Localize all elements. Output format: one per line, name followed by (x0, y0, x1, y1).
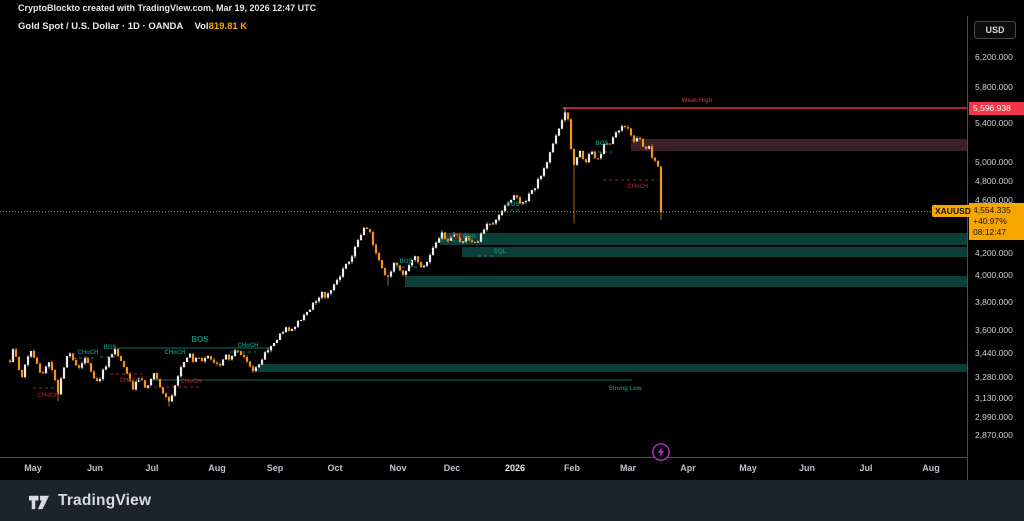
current-price-value: 4,554.335 (973, 205, 1011, 215)
weak-high-price-text: 5,596.938 (973, 103, 1011, 113)
lightning-button[interactable] (651, 442, 671, 462)
annotation-label: CHoCH (181, 379, 202, 385)
price-tick: 2,990.000 (975, 412, 1013, 422)
time-tick: Sep (266, 463, 284, 473)
price-tick: 3,130.000 (975, 393, 1013, 403)
time-tick: May (739, 463, 757, 473)
volume-value: 819.81 K (208, 21, 248, 32)
annotation-label: Strong Low (609, 386, 642, 392)
price-tick: 3,440.000 (975, 348, 1013, 358)
attribution-bar: CryptoBlockto created with TradingView.c… (0, 0, 1024, 16)
time-tick: Feb (563, 463, 581, 473)
annotation-label: CHoCH (120, 378, 141, 384)
annotation-labels-layer: CHoCHCHoCHBOSCHoCHCHoCHCHoCHBOSCHoCHBOSE… (38, 98, 713, 399)
time-tick: Apr (680, 463, 696, 473)
current-price-badge: 4,554.335 +40.97% 08:12:47 (969, 203, 1024, 240)
volume-label: Vol (194, 21, 209, 32)
weak-high-price-badge: 5,596.938 (969, 102, 1024, 115)
time-tick: Nov (389, 463, 407, 473)
currency-button[interactable]: USD (974, 21, 1016, 39)
price-tick: 5,400.000 (975, 118, 1013, 128)
price-tick: 4,200.000 (975, 248, 1013, 258)
price-tick: 2,870.000 (975, 430, 1013, 440)
price-tick: 4,600.000 (975, 195, 1013, 205)
structure-lines-layer (118, 107, 967, 381)
zones-layer (258, 139, 967, 372)
tradingview-logo-text[interactable]: TradingView (58, 491, 152, 509)
annotation-label: Weak High (682, 98, 713, 104)
time-tick: Aug (208, 463, 226, 473)
time-tick: Dec (443, 463, 461, 473)
time-axis[interactable]: May Jun Jul Aug Sep Oct Nov Dec 2026 Feb Mar Apr May… (0, 457, 1024, 481)
annotation-label: EQH (448, 234, 461, 240)
price-tick: 6,200.000 (975, 52, 1013, 62)
price-tick: 4,000.000 (975, 270, 1013, 280)
price-tick: 3,800.000 (975, 297, 1013, 307)
candles-layer (8, 108, 663, 407)
lightning-icon (652, 443, 670, 461)
demand-zone-1 (440, 233, 967, 245)
time-tick: Jun (798, 463, 816, 473)
annotation-label: CHoCH (628, 184, 649, 190)
supply-zone (631, 139, 967, 151)
demand-zone-2 (462, 247, 967, 257)
footer-bar: TradingView (0, 480, 1024, 521)
annotation-label: EQL (494, 249, 507, 255)
time-tick: Jul (145, 463, 159, 473)
symbol-price-flag: XAUUSD (932, 205, 974, 217)
symbol-header: Gold Spot / U.S. Dollar · 1D · OANDA Vol… (18, 21, 247, 32)
annotation-label: BOS (103, 345, 116, 351)
price-tick: 5,000.000 (975, 157, 1013, 167)
time-tick: Jul (859, 463, 873, 473)
current-price-countdown: 08:12:47 (973, 227, 1007, 237)
price-axis[interactable]: USD 6,200.000 5,800.000 5,400.000 5,000.000… (967, 16, 1024, 480)
annotation-label: BOS (462, 234, 475, 240)
price-tick: 4,800.000 (975, 176, 1013, 186)
demand-zone-4 (258, 364, 967, 372)
annotation-label: CHoCH (165, 350, 186, 356)
tradingview-logo-icon[interactable] (28, 492, 50, 510)
symbol-title: Gold Spot / U.S. Dollar · 1D · OANDA (18, 21, 183, 32)
current-price-change: +40.97% (973, 216, 1007, 226)
annotation-label: BOS (399, 259, 412, 265)
chart-canvas[interactable]: CHoCHCHoCHBOSCHoCHCHoCHCHoCHBOSCHoCHBOSE… (0, 16, 967, 457)
annotation-label: BOS (506, 202, 519, 208)
time-tick: Oct (327, 463, 343, 473)
annotation-label: CHoCH (78, 350, 99, 356)
time-tick: Jun (86, 463, 104, 473)
annotation-label: CHoCH (38, 393, 59, 399)
time-tick: 2026 (504, 463, 526, 473)
annotation-label: CHoCH (238, 343, 259, 349)
price-tick: 3,600.000 (975, 325, 1013, 335)
time-tick: Aug (922, 463, 940, 473)
demand-zone-3 (405, 276, 967, 287)
annotation-label: BOS (595, 141, 608, 147)
annotation-label: BOS (191, 335, 209, 344)
time-tick: Mar (619, 463, 637, 473)
time-tick: May (24, 463, 42, 473)
attribution-text: CryptoBlockto created with TradingView.c… (18, 3, 317, 13)
price-tick: 3,280.000 (975, 372, 1013, 382)
price-tick: 5,800.000 (975, 82, 1013, 92)
dashed-segments-layer (33, 151, 658, 389)
